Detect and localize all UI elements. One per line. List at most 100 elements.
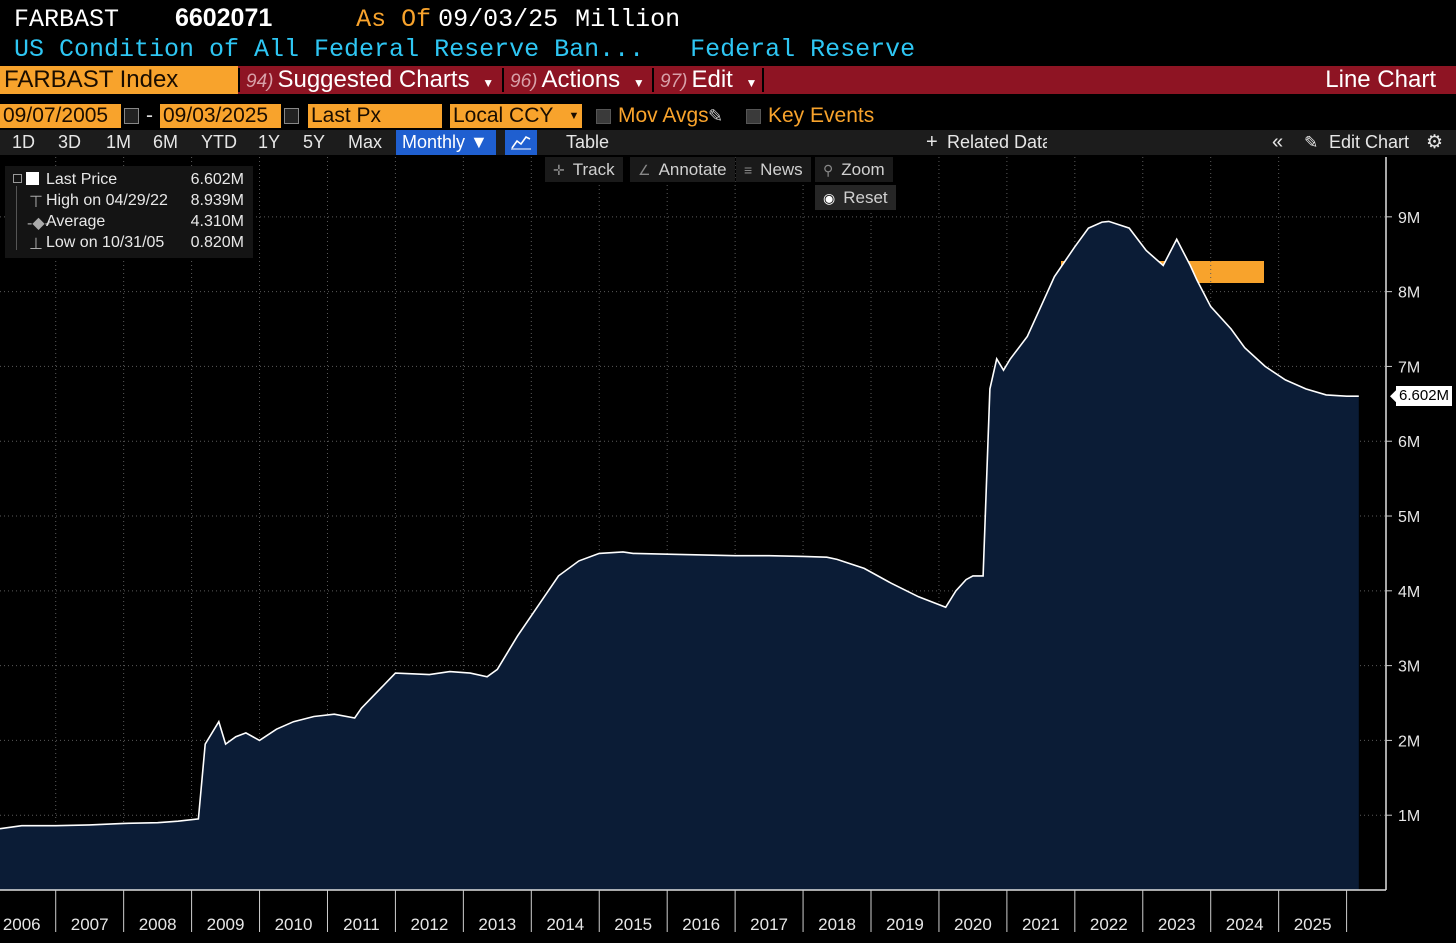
annotate-button[interactable]: ∠ Annotate — [630, 157, 735, 182]
legend-value-high: 8.939M — [190, 192, 244, 209]
x-tick-label: 2019 — [886, 915, 924, 934]
track-button[interactable]: ✛ Track — [545, 157, 623, 182]
security-description: US Condition of All Federal Reserve Ban.… — [14, 35, 645, 64]
pencil-icon[interactable]: ✎ — [708, 106, 724, 126]
y-tick-label: 7M — [1398, 359, 1420, 376]
chevron-down-icon: ▼ — [632, 76, 645, 90]
source-label: Federal Reserve — [690, 35, 916, 64]
y-tick-label: 5M — [1398, 509, 1420, 526]
tab-max[interactable]: Max — [348, 132, 383, 152]
legend-value-last: 6.602M — [190, 171, 244, 188]
series-swatch — [26, 172, 39, 185]
zoom-button[interactable]: ⚲ Zoom — [815, 157, 893, 182]
security-input[interactable]: FARBAST Index — [0, 66, 238, 94]
gear-icon[interactable]: ⚙ — [1426, 132, 1444, 153]
related-data-button[interactable]: Related Data — [947, 132, 1047, 152]
legend-label-average: Average — [46, 213, 106, 230]
reset-icon: ◉ — [823, 190, 836, 206]
x-tick-label: 2006 — [3, 915, 41, 934]
news-icon: ≡ — [744, 162, 753, 178]
reset-button[interactable]: ◉ Reset — [815, 185, 896, 210]
legend-value-average: 4.310M — [190, 213, 244, 230]
y-tick-label: 4M — [1398, 584, 1420, 601]
tab-ytd[interactable]: YTD — [201, 132, 237, 152]
average-marker-icon: -◆- — [27, 215, 50, 232]
series-area — [0, 221, 1359, 890]
x-tick-label: 2011 — [343, 915, 380, 934]
edit-chart-button[interactable]: Edit Chart — [1329, 132, 1410, 152]
annotate-icon: ∠ — [638, 162, 651, 178]
tab-1m[interactable]: 1M — [106, 132, 132, 152]
calendar-icon[interactable] — [284, 108, 299, 124]
series-line — [0, 220, 1359, 830]
suggested-number: 94) — [246, 71, 274, 92]
actions-label: Actions — [541, 66, 621, 93]
key-events-label: Key Events — [768, 104, 875, 127]
x-tick-label: 2023 — [1158, 915, 1196, 934]
y-tick-label: 1M — [1398, 808, 1420, 825]
chevron-down-icon: ▼ — [482, 76, 495, 90]
x-tick-label: 2012 — [410, 915, 448, 934]
y-tick-label: 3M — [1398, 659, 1420, 676]
x-tick-label: 2013 — [478, 915, 516, 934]
tab-1d[interactable]: 1D — [12, 132, 36, 152]
command-bar: FARBAST Index 94) Suggested Charts ▼ 96) A… — [0, 66, 1456, 94]
collapse-icon[interactable]: « — [1272, 131, 1284, 153]
y-tick-label: 2M — [1398, 733, 1420, 750]
unit-label: Million — [575, 5, 681, 34]
x-tick-label: 2022 — [1090, 915, 1128, 934]
x-tick-label: 2025 — [1294, 915, 1332, 934]
header-line-1: FARBAST 6602071 As Of 09/03/25 Million — [14, 4, 680, 34]
low-marker-icon: ⊥ — [29, 236, 43, 253]
magnifier-icon: ⚲ — [823, 162, 834, 178]
ticker: FARBAST — [14, 5, 120, 34]
x-tick-label: 2014 — [546, 915, 584, 934]
high-marker-icon: ⊤ — [29, 194, 43, 211]
y-tick-label: 9M — [1398, 210, 1420, 227]
last-value-pointer — [1390, 390, 1396, 403]
tab-1y[interactable]: 1Y — [258, 132, 281, 152]
edit-button[interactable]: 97) Edit ▼ — [660, 66, 757, 94]
field-input[interactable]: Last Px — [308, 104, 442, 128]
header-line-2: US Condition of All Federal Reserve Ban.… — [14, 36, 915, 64]
edit-number: 97) — [660, 71, 688, 92]
actions-number: 96) — [510, 71, 538, 92]
x-tick-label: 2010 — [275, 915, 313, 934]
x-tick-label: 2024 — [1226, 915, 1264, 934]
as-of-label: As Of — [356, 5, 432, 34]
news-button[interactable]: ≡ News — [736, 157, 811, 182]
key-events-checkbox[interactable] — [746, 109, 761, 124]
collapse-icon[interactable] — [13, 174, 22, 183]
table-button[interactable]: Table — [566, 132, 610, 152]
legend-value-low: 0.820M — [190, 234, 244, 251]
chart-type-label[interactable]: Line Chart — [1325, 66, 1436, 93]
x-tick-label: 2007 — [71, 915, 109, 934]
frequency-select[interactable]: Monthly ▼ — [396, 130, 496, 155]
currency-select[interactable]: Local CCY — [450, 104, 566, 128]
end-date-input[interactable]: 09/03/2025 — [160, 104, 281, 128]
x-tick-label: 2021 — [1022, 915, 1060, 934]
x-tick-label: 2017 — [750, 915, 788, 934]
suggested-charts-button[interactable]: 94) Suggested Charts ▼ — [246, 66, 494, 94]
y-tick-label: 8M — [1398, 285, 1420, 302]
tab-6m[interactable]: 6M — [153, 132, 179, 152]
tab-5y[interactable]: 5Y — [303, 132, 326, 152]
x-tick-label: 2015 — [614, 915, 652, 934]
plus-icon[interactable]: + — [926, 131, 938, 153]
as-of-date: 09/03/25 — [438, 5, 559, 34]
calendar-icon[interactable] — [124, 108, 139, 124]
actions-button[interactable]: 96) Actions ▼ — [510, 66, 645, 94]
chevron-down-icon[interactable]: ▼ — [566, 104, 582, 128]
x-tick-label: 2016 — [682, 915, 720, 934]
legend-label-low: Low on 10/31/05 — [46, 234, 165, 251]
line-chart-icon[interactable] — [505, 130, 537, 155]
x-tick-label: 2018 — [818, 915, 856, 934]
mov-avgs-checkbox[interactable] — [596, 109, 611, 124]
date-dash: - — [146, 104, 153, 127]
edit-label: Edit — [691, 66, 733, 93]
start-date-input[interactable]: 09/07/2005 — [0, 104, 121, 128]
pencil-icon[interactable]: ✎ — [1304, 133, 1319, 152]
x-tick-label: 2008 — [139, 915, 177, 934]
tab-3d[interactable]: 3D — [58, 132, 82, 152]
